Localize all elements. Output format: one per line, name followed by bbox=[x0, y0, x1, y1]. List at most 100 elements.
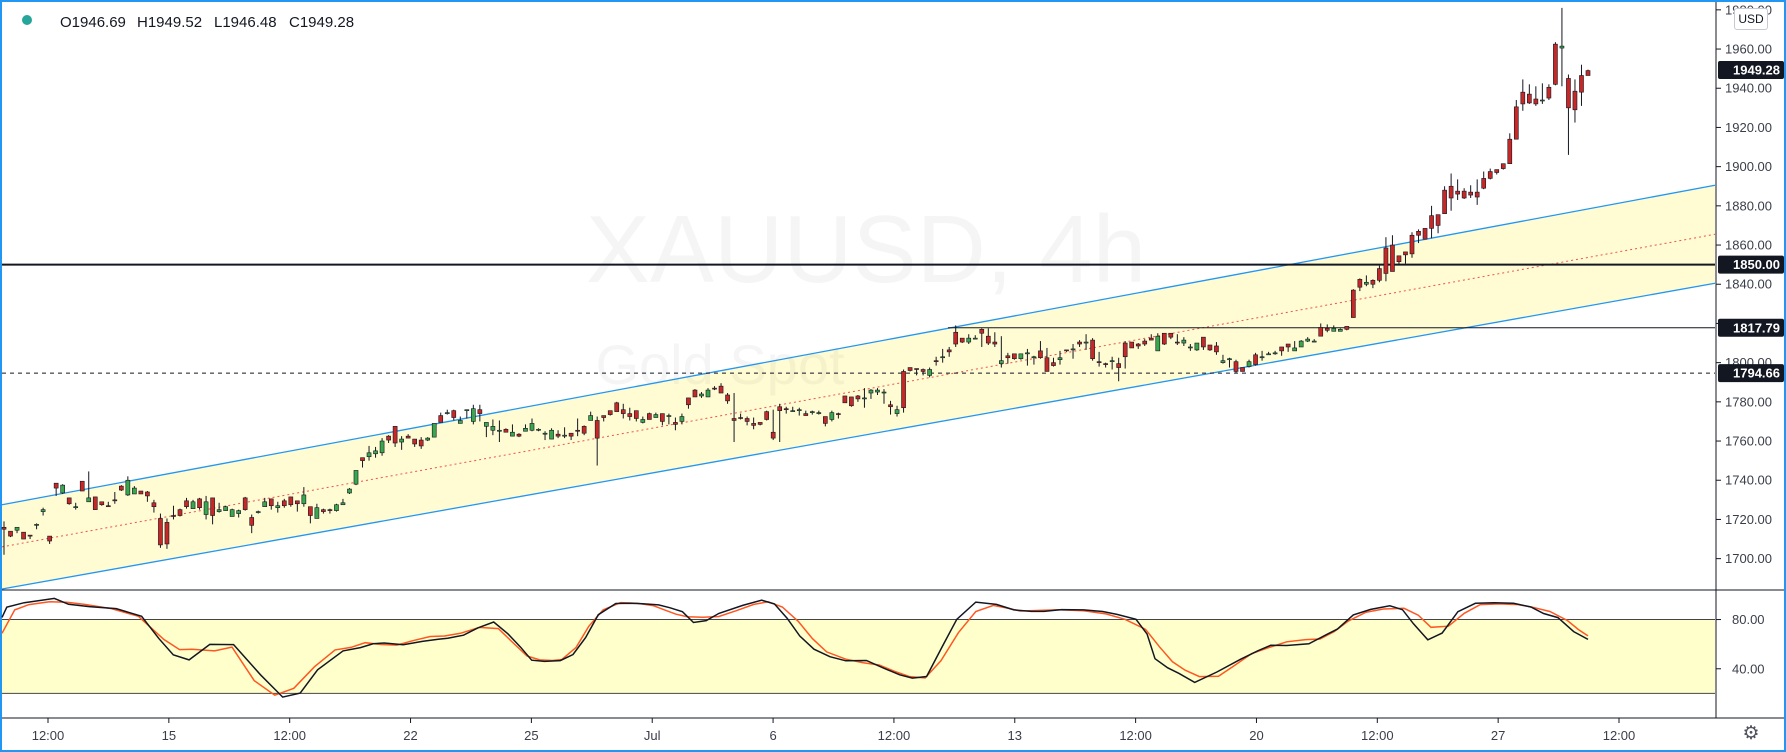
candle bbox=[1331, 325, 1337, 332]
candle bbox=[1083, 334, 1089, 350]
time-tick-label: 12:00 bbox=[1119, 728, 1152, 743]
time-tick-label: 22 bbox=[403, 728, 417, 743]
candle bbox=[1142, 339, 1148, 346]
candle bbox=[764, 410, 769, 421]
svg-text:1817.79: 1817.79 bbox=[1733, 320, 1780, 335]
price-tag-1794.66: 1794.66 bbox=[1718, 364, 1784, 383]
candle bbox=[1455, 179, 1460, 200]
candle bbox=[699, 392, 704, 398]
candle bbox=[184, 497, 189, 509]
candle bbox=[1057, 350, 1063, 365]
candle bbox=[151, 499, 157, 513]
candle bbox=[197, 497, 202, 510]
candle bbox=[1298, 340, 1304, 348]
candle bbox=[888, 400, 893, 415]
channel-lower-line[interactable] bbox=[1, 282, 1716, 590]
time-tick-label: 20 bbox=[1249, 728, 1263, 743]
candle bbox=[171, 505, 176, 520]
candle bbox=[881, 389, 887, 404]
candle bbox=[1546, 84, 1552, 100]
candle bbox=[1416, 229, 1421, 244]
time-axis[interactable]: 12:00 15 12:00 22 25 Jul 6 12:00 13 12:00 20 12:00 2… bbox=[32, 718, 1636, 743]
candle bbox=[1474, 179, 1480, 205]
legend-close: C1949.28 bbox=[289, 14, 354, 31]
candle bbox=[529, 418, 535, 432]
candle bbox=[47, 535, 52, 544]
candle bbox=[946, 346, 952, 357]
price-tick-label: 1760.00 bbox=[1725, 434, 1772, 449]
candle bbox=[770, 409, 776, 441]
price-tick-label: 1940.00 bbox=[1725, 81, 1772, 96]
candle bbox=[679, 413, 685, 425]
candle bbox=[829, 410, 835, 422]
candle bbox=[255, 510, 261, 514]
candle bbox=[112, 492, 118, 504]
candle bbox=[366, 445, 372, 461]
candle bbox=[842, 395, 848, 404]
candle bbox=[1324, 324, 1330, 333]
candle bbox=[73, 502, 79, 510]
channel-upper-line[interactable] bbox=[1, 184, 1716, 506]
price-tag-1949.28: 1949.28 bbox=[1718, 61, 1784, 80]
price-tick-label: 1780.00 bbox=[1725, 394, 1772, 409]
candle bbox=[1403, 251, 1408, 264]
candle bbox=[568, 432, 574, 441]
legend-high: H1949.52 bbox=[137, 14, 202, 31]
candle bbox=[803, 410, 809, 416]
candle bbox=[588, 411, 593, 421]
candle bbox=[158, 513, 163, 548]
candle bbox=[60, 484, 65, 494]
price-tag-1850.00: 1850.00 bbox=[1718, 255, 1784, 274]
candle bbox=[523, 424, 528, 432]
candle bbox=[516, 433, 522, 438]
price-tick-label: 1960.00 bbox=[1725, 42, 1772, 57]
candle bbox=[308, 506, 313, 524]
candle bbox=[966, 334, 972, 345]
candle bbox=[607, 410, 613, 416]
candle bbox=[907, 367, 913, 372]
candle bbox=[471, 404, 476, 425]
candle bbox=[1318, 323, 1324, 337]
candle bbox=[510, 424, 515, 437]
stoch-lines bbox=[1, 597, 1589, 698]
svg-text:1850.00: 1850.00 bbox=[1733, 257, 1780, 272]
candle bbox=[249, 514, 255, 534]
candle bbox=[1337, 328, 1343, 332]
candle bbox=[816, 410, 822, 415]
candle bbox=[1279, 346, 1284, 356]
candle bbox=[783, 406, 789, 414]
time-tick-label: 13 bbox=[1008, 728, 1022, 743]
candle bbox=[542, 431, 548, 441]
candle bbox=[216, 502, 222, 513]
candle bbox=[712, 386, 717, 391]
candle bbox=[34, 523, 39, 530]
candle bbox=[223, 505, 228, 511]
candle bbox=[1422, 228, 1428, 240]
candle bbox=[549, 428, 554, 440]
candle bbox=[1025, 348, 1030, 366]
candle bbox=[744, 416, 750, 426]
candle bbox=[1468, 185, 1473, 198]
candle bbox=[1168, 332, 1174, 340]
candle bbox=[138, 490, 144, 495]
candle bbox=[836, 412, 841, 419]
candle bbox=[1292, 341, 1297, 352]
candle bbox=[849, 396, 854, 407]
price-tick-label: 1700.00 bbox=[1725, 551, 1772, 566]
time-tick-label: 25 bbox=[524, 728, 538, 743]
candle bbox=[1194, 342, 1200, 351]
currency-button[interactable]: USD bbox=[1734, 8, 1768, 30]
candle bbox=[321, 508, 326, 514]
time-tick-label: 12:00 bbox=[32, 728, 65, 743]
gear-icon[interactable]: ⚙ bbox=[1742, 723, 1760, 744]
candle bbox=[653, 412, 659, 418]
candle bbox=[99, 501, 105, 506]
candle bbox=[79, 480, 85, 492]
candle bbox=[581, 425, 587, 436]
svg-text:1949.28: 1949.28 bbox=[1733, 63, 1780, 78]
candle bbox=[673, 417, 678, 431]
candle bbox=[1240, 367, 1245, 372]
candle bbox=[1585, 69, 1591, 76]
candle bbox=[790, 406, 796, 412]
